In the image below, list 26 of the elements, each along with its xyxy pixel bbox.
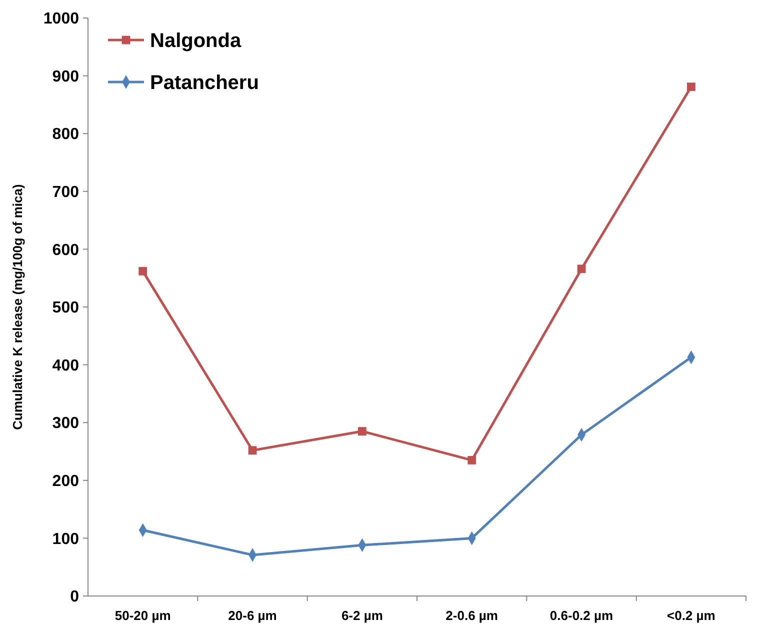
- x-tick-label: 6-2 µm: [341, 608, 383, 623]
- point: [468, 456, 476, 464]
- x-tick-label: 20-6 µm: [228, 608, 277, 623]
- x-tick-label: 2-0.6 µm: [446, 608, 498, 623]
- point: [358, 427, 366, 436]
- point: [577, 264, 586, 274]
- y-tick-label: 900: [52, 68, 80, 86]
- x-tick-label: 50-20 µm: [114, 608, 171, 623]
- point: [686, 82, 696, 91]
- y-tick-label: 600: [52, 242, 80, 259]
- legend-label: Patancheru: [150, 72, 259, 94]
- y-tick-label: 500: [52, 300, 80, 317]
- y-tick-label: 300: [52, 415, 80, 432]
- y-tick-label: 800: [52, 126, 80, 144]
- point: [138, 266, 148, 276]
- y-tick-label: 1000: [43, 10, 80, 28]
- y-tick-label: 400: [52, 357, 80, 374]
- point: [248, 446, 257, 455]
- x-tick-label: <0.2 µm: [667, 608, 716, 623]
- legend-label: Nalgonda: [150, 30, 242, 52]
- y-tick-label: 700: [52, 184, 80, 201]
- x-tick-label: 0.6-0.2 µm: [550, 608, 614, 623]
- y-tick-label: 0: [70, 588, 80, 606]
- y-axis-title: Cumulative K release (mg/100g of mica): [10, 184, 25, 430]
- y-tick-label: 200: [52, 473, 80, 490]
- y-tick-label: 100: [52, 530, 80, 548]
